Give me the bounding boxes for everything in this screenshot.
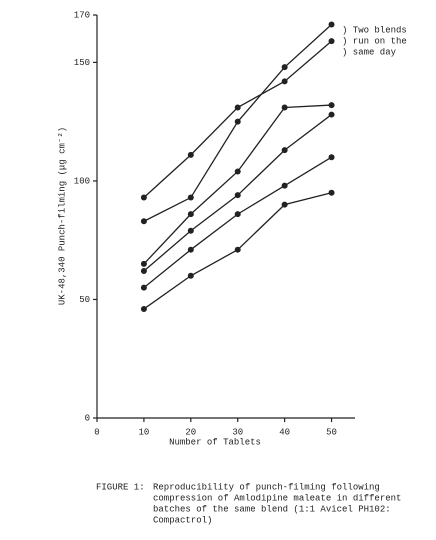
point <box>281 78 288 85</box>
x-tick-label: 50 <box>326 427 337 437</box>
point <box>328 189 335 196</box>
point <box>328 38 335 45</box>
point <box>281 64 288 71</box>
point <box>140 268 147 275</box>
point <box>187 227 194 234</box>
x-tick-label: 20 <box>185 427 196 437</box>
point <box>140 218 147 225</box>
point <box>234 211 241 218</box>
caption-label: FIGURE 1: <box>96 482 145 492</box>
point <box>140 194 147 201</box>
x-axis-label: Number of Tablets <box>169 437 261 447</box>
y-tick-label: 0 <box>85 413 90 423</box>
series-line <box>143 104 332 265</box>
caption-line: Reproducibility of punch-filming followi… <box>153 482 380 492</box>
caption-line: batches of the same blend (1:1 Avicel PH… <box>153 504 391 514</box>
y-tick-label: 170 <box>74 10 90 20</box>
point <box>281 104 288 111</box>
x-tick-label: 30 <box>232 427 243 437</box>
caption-line: Compactrol) <box>153 515 212 525</box>
y-axis-label: UK-48,340 Punch-filming (μg cm⁻²) <box>57 127 67 305</box>
point <box>187 194 194 201</box>
point <box>281 147 288 154</box>
point <box>140 284 147 291</box>
point <box>140 260 147 267</box>
annotation: ) Two blends <box>342 25 407 35</box>
point <box>234 118 241 125</box>
x-tick-label: 0 <box>94 427 99 437</box>
x-tick-label: 40 <box>279 427 290 437</box>
point <box>187 272 194 279</box>
point <box>234 246 241 253</box>
x-tick-label: 10 <box>139 427 150 437</box>
point <box>281 201 288 208</box>
point <box>187 151 194 158</box>
point <box>328 111 335 118</box>
series-line <box>143 156 332 289</box>
point <box>140 305 147 312</box>
y-tick-label: 150 <box>74 58 90 68</box>
point <box>187 246 194 253</box>
y-tick-label: 100 <box>74 176 90 186</box>
point <box>187 211 194 218</box>
annotation: ) run on the <box>342 36 407 46</box>
annotation: ) same day <box>342 47 397 57</box>
point <box>328 21 335 28</box>
point <box>234 104 241 111</box>
caption-line: compression of Amlodipine maleate in dif… <box>153 493 401 503</box>
y-tick-label: 50 <box>79 295 90 305</box>
point <box>234 192 241 199</box>
point <box>234 168 241 175</box>
point <box>328 154 335 161</box>
point <box>328 102 335 109</box>
point <box>281 182 288 189</box>
